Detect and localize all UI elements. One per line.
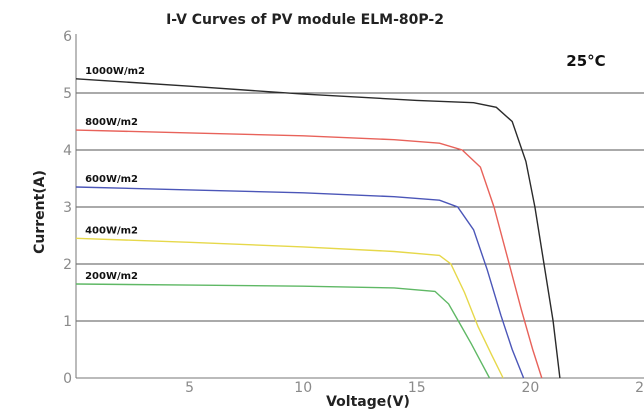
x-tick-label: 5 bbox=[185, 380, 194, 396]
gridlines bbox=[76, 92, 644, 322]
series-line-200w-m2 bbox=[75, 283, 491, 379]
series-line-800w-m2 bbox=[75, 129, 543, 379]
chart-title: I-V Curves of PV module ELM-80P-2 bbox=[166, 12, 444, 28]
y-tick-label: 3 bbox=[63, 200, 72, 216]
y-tick-label: 4 bbox=[63, 143, 72, 159]
x-tick-label: 15 bbox=[408, 380, 426, 396]
y-tick-label: 1 bbox=[63, 314, 72, 330]
series-labels: 1000W/m2 800W/m2 600W/m2 400W/m2 200W/m2 bbox=[85, 66, 145, 282]
series-label: 400W/m2 bbox=[85, 225, 138, 236]
series-label: 600W/m2 bbox=[85, 174, 138, 185]
series-label: 800W/m2 bbox=[85, 117, 138, 128]
temperature-annotation: 25°C bbox=[566, 52, 605, 70]
series-label: 1000W/m2 bbox=[85, 66, 145, 77]
series-lines bbox=[75, 78, 561, 379]
y-tick-label: 0 bbox=[63, 371, 72, 387]
series-line-400w-m2 bbox=[75, 237, 504, 379]
series-line-1000w-m2 bbox=[75, 78, 561, 379]
x-tick-label: 25 bbox=[635, 380, 644, 396]
y-tick-label: 6 bbox=[63, 29, 72, 45]
x-axis-label: Voltage(V) bbox=[326, 394, 410, 410]
x-tick-label: 10 bbox=[294, 380, 312, 396]
series-label: 200W/m2 bbox=[85, 271, 138, 282]
series-line-600w-m2 bbox=[75, 186, 525, 379]
y-tick-label: 2 bbox=[63, 257, 72, 273]
y-axis-label: Current(A) bbox=[32, 170, 48, 254]
y-tick-label: 5 bbox=[63, 86, 72, 102]
x-tick-label: 20 bbox=[521, 380, 539, 396]
tick-labels: 0 1 2 3 4 5 6 5 10 15 20 25 bbox=[63, 29, 644, 396]
axes bbox=[75, 34, 644, 379]
